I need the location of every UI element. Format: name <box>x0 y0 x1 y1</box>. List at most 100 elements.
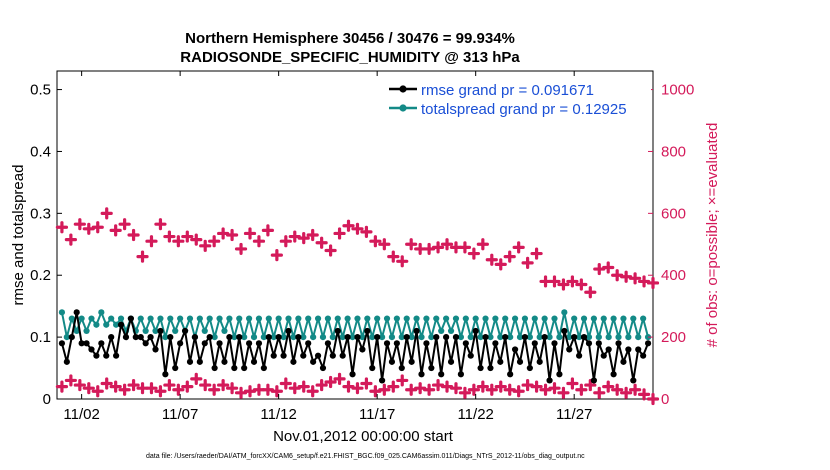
rmse-point <box>561 327 568 335</box>
rmse-point <box>443 334 450 341</box>
totalspread-point <box>452 315 460 322</box>
totalspread-point <box>502 315 509 322</box>
obs-evaluated-high-marker <box>217 227 230 240</box>
rmse-point <box>516 358 524 365</box>
rmse-point <box>590 377 597 384</box>
obs-evaluated-high-marker <box>333 227 346 240</box>
totalspread-point <box>635 334 642 341</box>
obs-evaluated-low-marker <box>127 378 140 392</box>
legend-rmse-label: rmse grand pr = 0.091671 <box>421 82 594 99</box>
obs-evaluated-high-marker <box>628 272 642 285</box>
totalspread-point <box>63 334 70 341</box>
rmse-point <box>290 358 297 365</box>
totalspread-point <box>231 334 238 341</box>
rmse-point <box>580 334 588 341</box>
totalspread-point <box>221 327 228 335</box>
rmse-point <box>605 346 612 353</box>
totalspread-point <box>403 315 410 322</box>
rmse-point <box>211 364 218 372</box>
rmse-point <box>585 340 593 347</box>
rmse-point <box>334 327 341 335</box>
totalspread-point <box>393 315 400 322</box>
rmse-point <box>108 334 115 341</box>
obs-evaluated-low-marker <box>342 380 355 393</box>
totalspread-point <box>98 309 105 316</box>
totalspread-point <box>487 334 494 341</box>
totalspread-point <box>398 334 405 341</box>
rmse-point <box>492 340 499 347</box>
obs-evaluated-low-marker <box>620 386 633 399</box>
totalspread-point <box>162 334 169 341</box>
rmse-point <box>221 358 228 365</box>
obs-evaluated-high-marker <box>243 227 257 240</box>
totalspread-point <box>467 334 474 341</box>
totalspread-point <box>58 309 66 316</box>
totalspread-point <box>354 315 361 322</box>
obs-evaluated-low-marker <box>378 383 391 396</box>
obs-evaluated-high-marker <box>288 230 301 243</box>
totalspread-point <box>78 315 85 322</box>
totalspread-point <box>167 315 174 322</box>
rmse-point <box>482 334 489 341</box>
obs-evaluated-high-marker <box>584 286 597 299</box>
totalspread-point <box>585 334 593 341</box>
rmse-point <box>344 334 351 341</box>
totalspread-point <box>246 315 253 322</box>
obs-evaluated-high-marker <box>467 247 480 260</box>
obs-evaluated-high-marker <box>512 241 525 254</box>
rmse-point <box>531 340 538 347</box>
totalspread-point <box>329 334 336 341</box>
rmse-point <box>600 352 607 359</box>
totalspread-point <box>620 315 627 322</box>
obs-evaluated-low-marker <box>405 383 418 396</box>
obs-evaluated-low-marker <box>208 383 221 396</box>
rmse-point <box>447 358 455 365</box>
rmse-point <box>511 346 519 353</box>
obs-evaluated-high-marker <box>530 247 543 260</box>
rmse-point <box>275 334 282 341</box>
obs-evaluated-high-marker <box>172 235 185 248</box>
rmse-point <box>526 364 533 372</box>
obs-evaluated-high-marker <box>199 239 212 252</box>
totalspread-point <box>226 315 233 322</box>
obs-evaluated-high-marker <box>145 235 158 248</box>
totalspread-point <box>177 315 184 322</box>
obs-evaluated-low-marker <box>494 380 507 393</box>
rmse-point <box>201 340 208 347</box>
obs-evaluated-high-marker <box>521 256 534 269</box>
totalspread-point <box>275 315 282 322</box>
totalspread-point <box>103 321 110 328</box>
rmse-point <box>73 309 80 316</box>
totalspread-point <box>344 315 351 322</box>
rmse-point <box>216 340 223 347</box>
rmse-point <box>556 371 563 378</box>
rmse-point <box>103 352 110 359</box>
totalspread-point <box>447 327 455 335</box>
rmse-point <box>137 334 144 341</box>
rmse-point <box>433 334 440 341</box>
rmse-point <box>359 346 366 353</box>
totalspread-point <box>172 327 179 335</box>
rmse-point <box>610 371 617 378</box>
totalspread-point <box>378 334 386 341</box>
rmse-point <box>472 327 479 335</box>
y-right-tick-label: 200 <box>661 329 686 346</box>
y-axis-right-label: # of obs: o=possible; ×=evaluated <box>704 123 721 348</box>
totalspread-point <box>290 334 297 341</box>
rmse-point <box>117 321 125 328</box>
obs-evaluated-low-marker <box>333 372 346 385</box>
obs-evaluated-low-marker <box>458 386 472 399</box>
rmse-point <box>162 371 169 378</box>
obs-evaluated-low-marker <box>181 380 194 393</box>
rmse-point <box>349 371 356 378</box>
y-left-tick-label: 0.1 <box>30 329 51 346</box>
y-left-tick-label: 0.5 <box>30 82 51 99</box>
totalspread-point <box>93 321 100 328</box>
obs-evaluated-high-marker <box>279 235 292 248</box>
totalspread-point <box>640 315 647 322</box>
y-right-tick-label: 600 <box>661 205 686 222</box>
rmse-point <box>132 334 139 341</box>
rmse-point <box>329 352 336 359</box>
rmse-point <box>172 364 179 372</box>
